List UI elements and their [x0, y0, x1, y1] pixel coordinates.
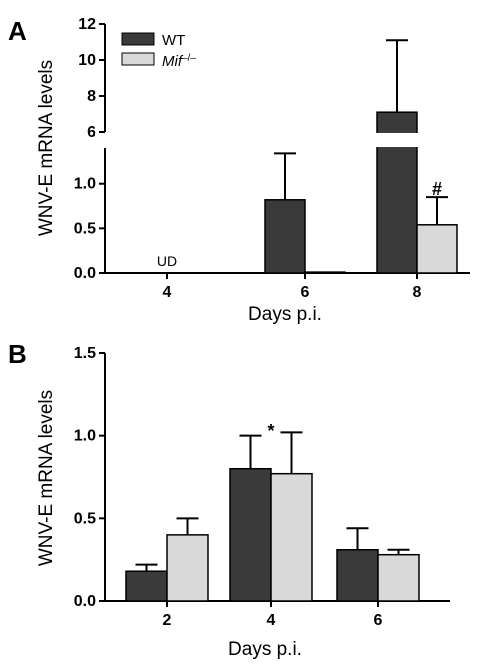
- panel-b: B WNV-E mRNA levels Days p.i. 0.0 0.5 1.0 1…: [8, 339, 450, 660]
- annotation-star: *: [267, 421, 274, 441]
- panel-b-y-tick-label: 0.5: [74, 510, 96, 527]
- panel-a-y-tick-label: 0.5: [74, 220, 96, 237]
- panel-b-y-axis-title: WNV-E mRNA levels: [36, 390, 57, 566]
- panel-b-bar-mif-day-6: [377, 553, 420, 602]
- panel-b-bars: [125, 431, 420, 602]
- panel-b-y-tick-label: 0.0: [74, 593, 96, 610]
- panel-b-bar-mif-day-4: [270, 472, 313, 602]
- panel-a-y-tick-label: 8: [87, 88, 96, 105]
- panel-b-bar-wt-day-6: [336, 548, 379, 602]
- panel-a: A WNV-E mRNA levels Days p.i. 0.0 0.5 1.0 6…: [8, 16, 475, 325]
- panel-b-y-tick-label: 1.5: [74, 345, 96, 362]
- panel-a-bar-mif-day-6: [304, 271, 346, 274]
- legend-swatch-mif: [121, 52, 155, 66]
- panel-b-bar-mif-day-2: [166, 534, 209, 602]
- annotation-ud: UD: [157, 253, 177, 269]
- legend-label-wt: WT: [162, 32, 185, 49]
- panel-b-x-tick-label: 2: [163, 612, 172, 629]
- legend-swatch-wt: [121, 32, 155, 46]
- panel-b-label: B: [8, 339, 27, 369]
- panel-a-y-axis-title: WNV-E mRNA levels: [36, 60, 57, 236]
- panel-b-y-tick-label: 1.0: [74, 428, 96, 445]
- panel-b-x-tick-label: 6: [374, 612, 383, 629]
- panel-a-y-tick-label: 0.0: [74, 265, 96, 282]
- panel-a-x-tick-label: 8: [413, 284, 422, 301]
- panel-a-x-axis-title: Days p.i.: [248, 304, 322, 325]
- panel-a-axes: 0.0 0.5 1.0 6 8 10 12 4 6 8: [74, 16, 470, 301]
- panel-a-y-tick-label: 12: [78, 16, 96, 33]
- panel-a-bar-mif-day-8: [416, 224, 458, 274]
- panel-b-bar-wt-day-2: [125, 570, 168, 602]
- panel-a-bars: [95, 39, 475, 274]
- panel-b-x-axis-title: Days p.i.: [228, 639, 302, 660]
- panel-a-y-tick-label: 10: [78, 52, 96, 69]
- annotation-hash: #: [432, 179, 442, 199]
- legend: WT Mif–/–: [121, 32, 196, 71]
- panel-b-bar-wt-day-4: [229, 467, 272, 602]
- panel-a-bar-wt-day-6: [264, 199, 306, 274]
- panel-a-y-tick-label: 6: [87, 124, 96, 141]
- panel-a-axis-break: [95, 133, 475, 147]
- panel-a-label: A: [8, 16, 27, 46]
- legend-label-mif-sup: –/–: [182, 53, 196, 64]
- legend-label-mif: Mif–/–: [162, 53, 196, 71]
- panel-a-y-tick-label: 1.0: [74, 176, 96, 193]
- legend-label-mif-name: Mif: [162, 53, 184, 70]
- panel-a-x-tick-label: 4: [163, 284, 172, 301]
- panel-a-x-tick-label: 6: [301, 284, 310, 301]
- panel-b-x-tick-label: 4: [267, 612, 276, 629]
